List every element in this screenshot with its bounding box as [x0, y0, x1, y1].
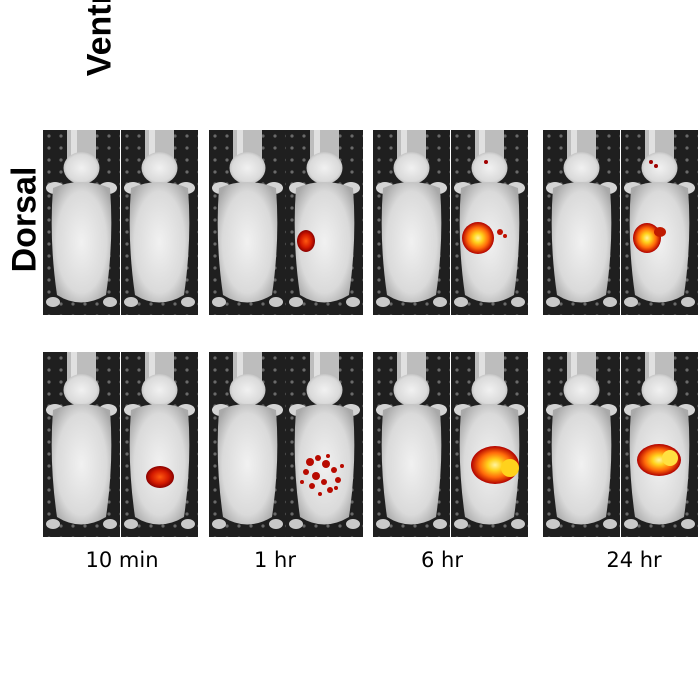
- panel-dorsal-6hr-pre: [373, 130, 450, 315]
- panel-dorsal-1hr-pre: [209, 130, 286, 315]
- panel-ventral-6hr-post: [451, 352, 528, 537]
- signal-patch: [146, 466, 174, 488]
- panel-dorsal-10min-post: [121, 130, 198, 315]
- panel-dorsal-6hr-post: [451, 130, 528, 315]
- time-label-6hr: 6 hr: [421, 548, 463, 572]
- panel-ventral-24hr-post: [621, 352, 698, 537]
- panel-dorsal-24hr-pre: [543, 130, 620, 315]
- panel-ventral-1hr-post: [286, 352, 363, 537]
- ventral-row: [43, 352, 698, 537]
- signal-hotspot: [462, 222, 494, 254]
- panel-ventral-1hr-pre: [209, 352, 286, 537]
- signal-speckles: [300, 454, 344, 496]
- panel-dorsal-1hr-post: [286, 130, 363, 315]
- panel-dorsal-10min-pre: [43, 130, 120, 315]
- panel-ventral-6hr-pre: [373, 352, 450, 537]
- time-label-24hr: 24 hr: [606, 548, 662, 572]
- panel-dorsal-24hr-post: [621, 130, 698, 315]
- panel-ventral-10min-post: [121, 352, 198, 537]
- time-label-10min: 10 min: [85, 548, 159, 572]
- time-label-1hr: 1 hr: [254, 548, 296, 572]
- signal-hotspot: [633, 223, 661, 253]
- dorsal-row: [43, 130, 698, 315]
- panel-ventral-10min-pre: [43, 352, 120, 537]
- panel-ventral-24hr-pre: [543, 352, 620, 537]
- signal-spot: [297, 230, 315, 252]
